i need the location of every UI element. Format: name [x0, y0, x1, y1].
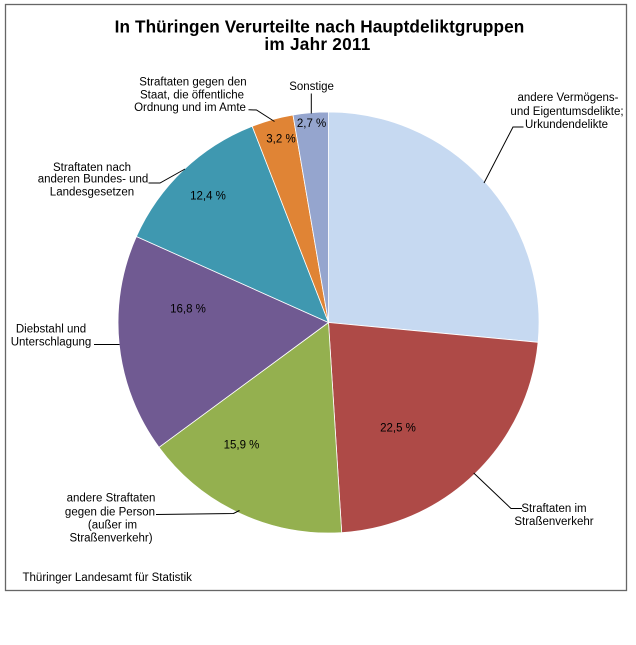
svg-text:Thüringer Landesamt für Statis: Thüringer Landesamt für Statistik [23, 572, 193, 584]
svg-text:und Eigentumsdelikte;: und Eigentumsdelikte; [510, 106, 623, 118]
svg-text:Straßenverkehr): Straßenverkehr) [69, 533, 152, 545]
svg-text:im Jahr 2011: im Jahr 2011 [264, 34, 370, 54]
svg-text:andere Vermögens-: andere Vermögens- [517, 92, 618, 104]
svg-text:Straftaten nach: Straftaten nach [53, 162, 131, 174]
svg-text:22,5 %: 22,5 % [380, 422, 416, 434]
svg-text:15,9 %: 15,9 % [224, 439, 260, 451]
svg-text:Ordnung und im Amte: Ordnung und im Amte [134, 102, 246, 114]
svg-text:Straßenverkehr: Straßenverkehr [514, 516, 593, 528]
svg-text:(außer im: (außer im [88, 519, 137, 531]
svg-text:Staat, die öffentliche: Staat, die öffentliche [140, 89, 244, 101]
svg-text:12,4 %: 12,4 % [190, 190, 226, 202]
svg-text:Unterschlagung: Unterschlagung [11, 336, 92, 348]
svg-text:gegen die Person: gegen die Person [65, 506, 155, 518]
svg-text:Straftaten im: Straftaten im [521, 503, 586, 515]
svg-text:Sonstige: Sonstige [289, 81, 334, 93]
svg-text:Straftaten gegen den: Straftaten gegen den [139, 77, 246, 89]
svg-text:3,2 %: 3,2 % [266, 133, 295, 145]
svg-text:Urkundendelikte: Urkundendelikte [525, 119, 608, 131]
svg-text:16,8 %: 16,8 % [170, 303, 206, 315]
svg-text:In Thüringen Verurteilte nach: In Thüringen Verurteilte nach Hauptdelik… [115, 16, 525, 36]
svg-text:andere Straftaten: andere Straftaten [67, 493, 156, 505]
svg-text:Diebstahl und: Diebstahl und [16, 323, 86, 335]
svg-text:anderen Bundes- und: anderen Bundes- und [38, 174, 149, 186]
svg-text:Landesgesetzen: Landesgesetzen [50, 187, 134, 199]
svg-text:2,7 %: 2,7 % [297, 118, 326, 130]
